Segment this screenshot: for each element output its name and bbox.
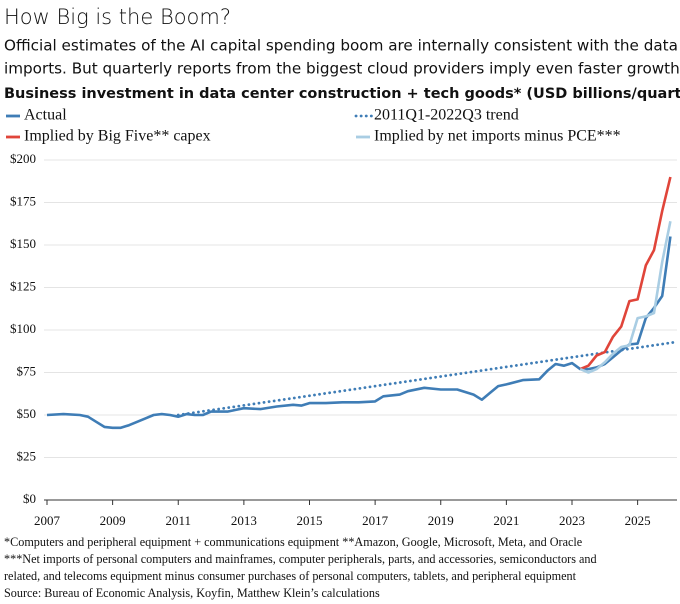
x-tick-label: 2019: [428, 513, 454, 528]
y-tick-label: $125: [10, 278, 36, 293]
x-tick-label: 2017: [362, 513, 389, 528]
series-line: [579, 176, 672, 371]
y-tick-label: $25: [17, 448, 37, 463]
x-tick-label: 2007: [34, 513, 61, 528]
x-tick-label: 2011: [165, 513, 191, 528]
footnote: *Computers and peripheral equipment + co…: [4, 535, 582, 549]
subtitle: Official estimates of the AI capital spe…: [4, 37, 680, 55]
y-tick-label: $75: [17, 363, 37, 378]
chart-title: Business investment in data center const…: [4, 86, 680, 102]
y-tick-label: $100: [10, 321, 36, 336]
x-tick-label: 2009: [100, 513, 126, 528]
footnote: Source: Bureau of Economic Analysis, Koy…: [4, 586, 380, 600]
subtitle: imports. But quarterly reports from the …: [4, 60, 680, 78]
footnote: related, and telecoms equipment minus co…: [4, 569, 577, 583]
title: How Big is the Boom?: [4, 5, 231, 29]
y-tick-label: $200: [10, 151, 36, 166]
x-tick-label: 2015: [297, 513, 323, 528]
legend-label: 2011Q1-2022Q3 trend: [374, 107, 519, 124]
series-line: [579, 220, 672, 374]
y-tick-label: $175: [10, 193, 36, 208]
x-tick-label: 2013: [231, 513, 257, 528]
y-tick-label: $150: [10, 236, 36, 251]
x-tick-label: 2021: [493, 513, 519, 528]
legend-label: Implied by net imports minus PCE***: [374, 128, 621, 145]
x-tick-label: 2025: [625, 513, 651, 528]
footnote: ***Net imports of personal computers and…: [4, 552, 597, 566]
series-line: [46, 236, 672, 430]
y-tick-label: $50: [17, 406, 37, 421]
x-tick-label: 2023: [559, 513, 585, 528]
legend-label: Implied by Big Five** capex: [24, 128, 211, 145]
legend-label: Actual: [24, 107, 67, 124]
y-tick-label: $0: [23, 491, 36, 506]
